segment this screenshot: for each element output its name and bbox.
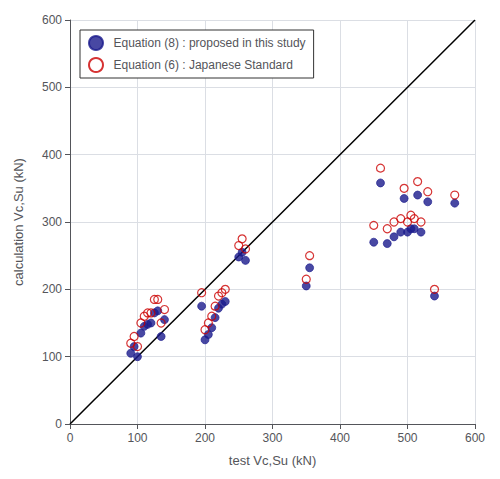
svg-text:300: 300 xyxy=(42,215,62,229)
svg-text:0: 0 xyxy=(55,417,62,431)
svg-text:300: 300 xyxy=(262,431,282,445)
svg-text:200: 200 xyxy=(42,282,62,296)
svg-text:400: 400 xyxy=(42,148,62,162)
svg-text:0: 0 xyxy=(67,431,74,445)
svg-text:600: 600 xyxy=(42,13,62,27)
svg-text:600: 600 xyxy=(465,431,485,445)
svg-text:100: 100 xyxy=(42,350,62,364)
svg-text:200: 200 xyxy=(195,431,215,445)
svg-text:500: 500 xyxy=(42,80,62,94)
svg-text:Equation (8) : proposed in thi: Equation (8) : proposed in this study xyxy=(114,36,306,50)
svg-text:400: 400 xyxy=(330,431,350,445)
svg-text:500: 500 xyxy=(397,431,417,445)
svg-text:test Vc,Su (kN): test Vc,Su (kN) xyxy=(229,453,316,468)
svg-text:100: 100 xyxy=(127,431,147,445)
svg-text:calculation Vc,Su (kN): calculation Vc,Su (kN) xyxy=(11,158,26,286)
svg-text:Equation (6) : Japanese Standa: Equation (6) : Japanese Standard xyxy=(114,58,293,72)
